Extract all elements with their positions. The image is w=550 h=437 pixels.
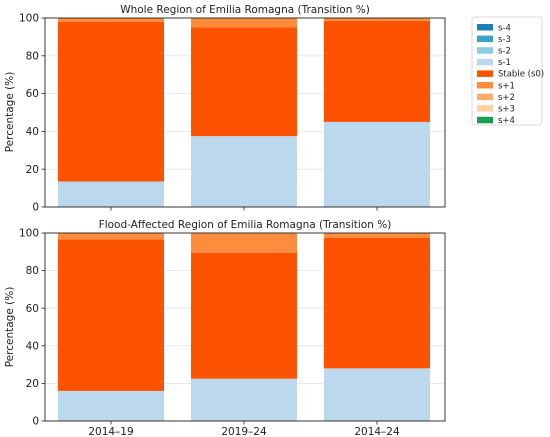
legend-swatch [477,35,493,43]
axes-frame [44,232,446,422]
legend-label: s+4 [498,116,515,126]
axes-frame [44,17,446,208]
y-tick-label: 80 [26,265,39,277]
bar-segment-s-1-0 [58,181,164,207]
y-tick-label: 40 [26,340,39,352]
y-tick-label: 100 [19,228,39,240]
legend-swatch [477,58,493,66]
legend-label: s-3 [498,35,511,45]
x-tick-label: 2014–19 [88,426,133,437]
bar-segment-s+1-2 [324,18,430,21]
y-tick-label: 0 [32,416,39,428]
y-tick-label: 0 [32,202,39,214]
x-tick-label: 2019–24 [221,426,267,437]
bar-segment-s+1-1 [191,233,297,253]
bottom-chart-title: Flood-Affected Region of Emilia Romagna … [99,219,392,231]
legend-label: s-1 [498,58,511,68]
y-tick-label: 60 [26,88,39,100]
bar-segment-stables0-0 [58,239,164,391]
bar-segment-s-1-0 [58,390,164,421]
y-tick-label: 60 [26,303,39,315]
y-tick-label: 100 [19,13,39,25]
legend-label: Stable (s0) [498,70,544,80]
legend-label: s+3 [498,105,515,115]
bar-segment-s+1-1 [191,18,297,28]
bar-segment-stables0-1 [191,252,297,379]
legend: s-4 s-3 s-2s-1 Stable (s0)s+1 s+2 s+3s+4 [471,16,544,126]
legend-label: s+1 [498,81,515,91]
bar-segment-s+1-2 [324,233,430,238]
legend-swatch [477,47,493,54]
bar-segment-s-1-1 [191,378,297,421]
bar-segment-s-1-1 [191,136,297,207]
bar-segment-stables0-2 [324,20,430,122]
legend-swatch [477,70,493,77]
legend-swatch [477,116,493,124]
bottom-y-axis-label: Percentage (%) [4,287,16,368]
bar-segment-s-1-2 [324,121,430,207]
top-chart-plot: 0 20 40 60 80 100 [19,13,446,214]
legend-label: s-2 [498,47,511,57]
bar-segment-stables0-0 [58,21,164,182]
legend-swatch [477,24,493,31]
y-tick-label: 20 [26,378,39,390]
bar-segment-s-1-2 [324,368,430,421]
bar-segment-s+1-0 [58,18,164,22]
legend-label: s+2 [498,93,515,103]
top-chart-title: Whole Region of Emilia Romagna (Transiti… [120,4,370,16]
x-tick-label: 2014–24 [354,426,400,437]
y-tick-label: 40 [26,126,39,138]
y-tick-label: 80 [26,50,39,62]
legend-swatch [477,105,493,112]
top-y-axis-label: Percentage (%) [4,72,16,153]
bar-segment-stables0-2 [324,237,430,369]
y-tick-label: 20 [26,164,39,176]
bottom-chart-plot: 0 20 40 60 80 100 2014–19 2019–24 2014–24 [19,228,446,437]
legend-swatch [477,82,493,89]
legend-label: s-4 [498,23,511,33]
bar-segment-s+1-0 [58,233,164,240]
legend-swatch [477,93,493,101]
bar-segment-stables0-1 [191,27,297,137]
